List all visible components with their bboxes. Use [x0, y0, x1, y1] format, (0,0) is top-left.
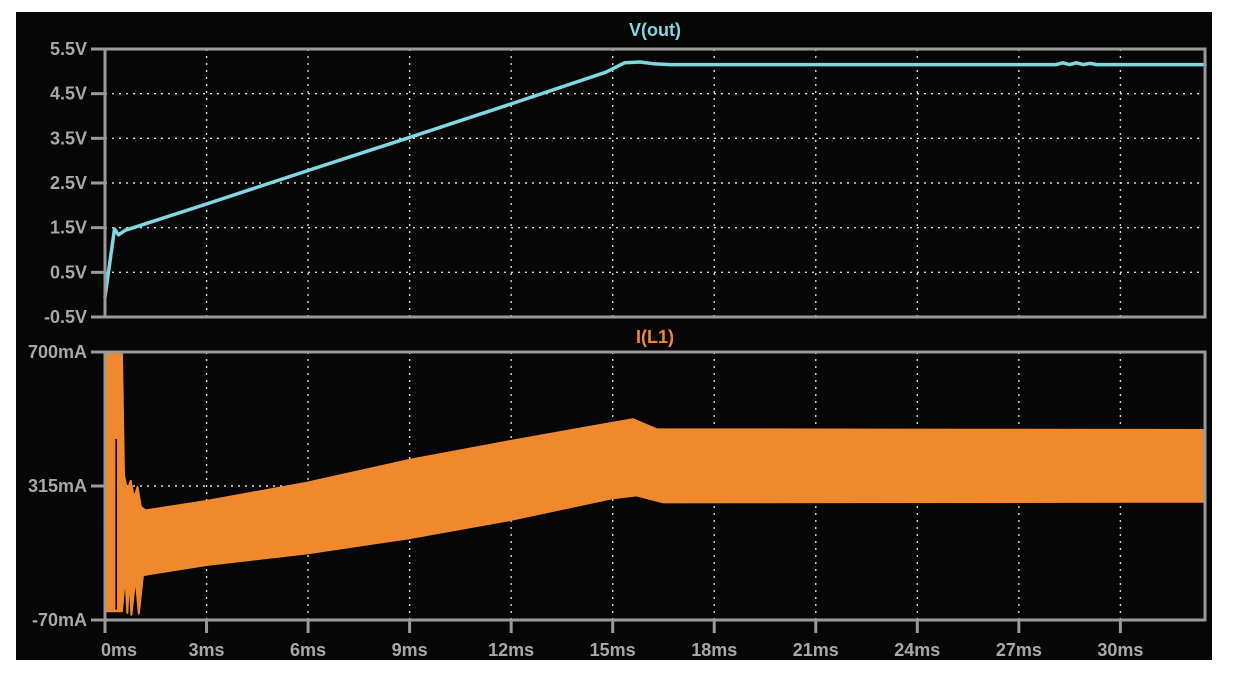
y-tick-label: 1.5V — [50, 218, 87, 238]
time-axis: 0ms 3ms 6ms 9ms 12ms 15ms 18ms 21ms 24ms 27ms 30ms — [101, 620, 1143, 660]
vout-trace[interactable] — [103, 60, 1207, 299]
il1-y-axis: 700mA 315mA -70mA — [28, 342, 105, 630]
y-tick-label: 700mA — [28, 342, 87, 362]
x-tick-label: 9ms — [392, 640, 428, 660]
y-tick-label: -0.5V — [44, 307, 87, 327]
vout-title[interactable]: V(out) — [629, 20, 681, 40]
x-tick-label: 6ms — [290, 640, 326, 660]
y-tick-label: 3.5V — [50, 128, 87, 148]
x-tick-label: 12ms — [488, 640, 534, 660]
x-tick-label: 24ms — [894, 640, 940, 660]
x-tick-label: 0ms — [101, 640, 137, 660]
x-tick-label: 3ms — [189, 640, 225, 660]
y-tick-label: 4.5V — [50, 84, 87, 104]
x-tick-label: 27ms — [996, 640, 1042, 660]
x-tick-label: 18ms — [691, 640, 737, 660]
y-tick-label: 2.5V — [50, 173, 87, 193]
y-tick-label: -70mA — [32, 610, 87, 630]
x-tick-label: 15ms — [590, 640, 636, 660]
vout-y-axis: 5.5V 4.5V 3.5V 2.5V 1.5V 0.5V -0.5V — [44, 39, 105, 327]
il1-title[interactable]: I(L1) — [636, 327, 674, 347]
y-tick-label: 5.5V — [50, 39, 87, 59]
x-tick-label: 30ms — [1097, 640, 1143, 660]
vout-grid — [105, 49, 1205, 317]
y-tick-label: 0.5V — [50, 262, 87, 282]
y-tick-label: 315mA — [28, 476, 87, 496]
x-tick-label: 21ms — [793, 640, 839, 660]
